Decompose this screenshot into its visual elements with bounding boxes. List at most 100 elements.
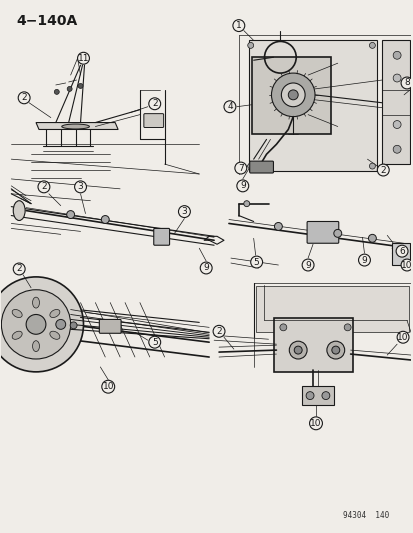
FancyBboxPatch shape xyxy=(391,243,409,265)
Circle shape xyxy=(236,180,248,192)
Text: 4−140A: 4−140A xyxy=(16,14,77,28)
Text: 2: 2 xyxy=(380,166,385,174)
Circle shape xyxy=(0,277,83,372)
Ellipse shape xyxy=(62,124,89,129)
FancyBboxPatch shape xyxy=(249,161,273,173)
Text: 3: 3 xyxy=(78,182,83,191)
FancyBboxPatch shape xyxy=(381,41,409,164)
Circle shape xyxy=(18,92,30,104)
Circle shape xyxy=(400,259,412,271)
Ellipse shape xyxy=(50,310,60,318)
Circle shape xyxy=(243,201,249,207)
Circle shape xyxy=(392,74,400,82)
Text: 10: 10 xyxy=(102,382,114,391)
Circle shape xyxy=(77,52,89,64)
Circle shape xyxy=(223,101,235,112)
FancyBboxPatch shape xyxy=(248,41,376,171)
Circle shape xyxy=(54,90,59,94)
Circle shape xyxy=(101,215,109,223)
Polygon shape xyxy=(36,123,118,130)
Circle shape xyxy=(326,341,344,359)
FancyBboxPatch shape xyxy=(255,286,408,332)
Circle shape xyxy=(26,314,46,334)
Text: 11: 11 xyxy=(78,54,89,63)
Text: 8: 8 xyxy=(403,78,409,87)
Circle shape xyxy=(271,73,314,117)
Circle shape xyxy=(67,86,72,91)
Text: 2: 2 xyxy=(41,182,47,191)
Circle shape xyxy=(368,43,375,49)
Circle shape xyxy=(148,336,160,348)
Circle shape xyxy=(74,181,86,193)
Circle shape xyxy=(13,263,25,275)
Circle shape xyxy=(56,319,66,329)
Circle shape xyxy=(281,83,304,107)
Text: 10: 10 xyxy=(309,419,321,428)
Circle shape xyxy=(250,256,262,268)
Text: 9: 9 xyxy=(361,255,366,264)
Circle shape xyxy=(289,341,306,359)
Text: 5: 5 xyxy=(253,257,259,266)
Circle shape xyxy=(343,324,350,331)
Ellipse shape xyxy=(33,297,39,308)
Circle shape xyxy=(70,322,77,329)
Circle shape xyxy=(213,325,224,337)
Circle shape xyxy=(38,181,50,193)
Ellipse shape xyxy=(33,341,39,352)
Text: 10: 10 xyxy=(400,261,412,270)
Circle shape xyxy=(392,120,400,128)
Circle shape xyxy=(395,245,407,257)
Circle shape xyxy=(368,235,375,243)
Circle shape xyxy=(247,43,253,49)
Circle shape xyxy=(148,98,160,110)
Text: 3: 3 xyxy=(181,207,187,216)
Circle shape xyxy=(396,332,408,343)
FancyBboxPatch shape xyxy=(274,318,352,372)
Circle shape xyxy=(287,90,297,100)
Circle shape xyxy=(358,254,370,266)
Text: 94304  140: 94304 140 xyxy=(342,511,388,520)
Circle shape xyxy=(274,222,282,230)
Ellipse shape xyxy=(12,309,26,342)
Circle shape xyxy=(305,392,313,400)
Ellipse shape xyxy=(12,331,22,340)
FancyBboxPatch shape xyxy=(306,222,338,243)
Circle shape xyxy=(294,346,301,354)
Circle shape xyxy=(1,290,71,359)
Circle shape xyxy=(309,417,322,430)
FancyBboxPatch shape xyxy=(301,386,333,405)
Text: 7: 7 xyxy=(237,164,243,173)
Text: 4: 4 xyxy=(227,102,232,111)
Text: 10: 10 xyxy=(396,333,408,342)
Text: 2: 2 xyxy=(216,327,221,336)
Circle shape xyxy=(66,211,74,219)
Text: 1: 1 xyxy=(235,21,241,30)
Ellipse shape xyxy=(13,201,25,221)
Text: 9: 9 xyxy=(203,263,209,272)
Text: 2: 2 xyxy=(21,93,27,102)
Ellipse shape xyxy=(12,310,22,318)
Text: 5: 5 xyxy=(152,338,157,346)
Circle shape xyxy=(102,380,114,393)
Text: 2: 2 xyxy=(152,99,157,108)
Circle shape xyxy=(333,229,341,237)
Text: 9: 9 xyxy=(304,261,310,270)
Circle shape xyxy=(234,162,246,174)
FancyBboxPatch shape xyxy=(99,319,121,333)
Circle shape xyxy=(392,51,400,59)
FancyBboxPatch shape xyxy=(251,57,330,134)
FancyBboxPatch shape xyxy=(143,114,163,127)
Circle shape xyxy=(279,324,286,331)
Circle shape xyxy=(331,346,339,354)
Ellipse shape xyxy=(50,331,60,340)
Circle shape xyxy=(321,392,329,400)
Circle shape xyxy=(78,84,83,88)
Circle shape xyxy=(233,20,244,31)
Text: 9: 9 xyxy=(240,181,245,190)
Circle shape xyxy=(200,262,211,274)
Text: 2: 2 xyxy=(17,264,22,273)
Circle shape xyxy=(400,77,412,89)
Text: 6: 6 xyxy=(398,247,404,256)
FancyBboxPatch shape xyxy=(153,229,169,245)
Circle shape xyxy=(392,146,400,153)
